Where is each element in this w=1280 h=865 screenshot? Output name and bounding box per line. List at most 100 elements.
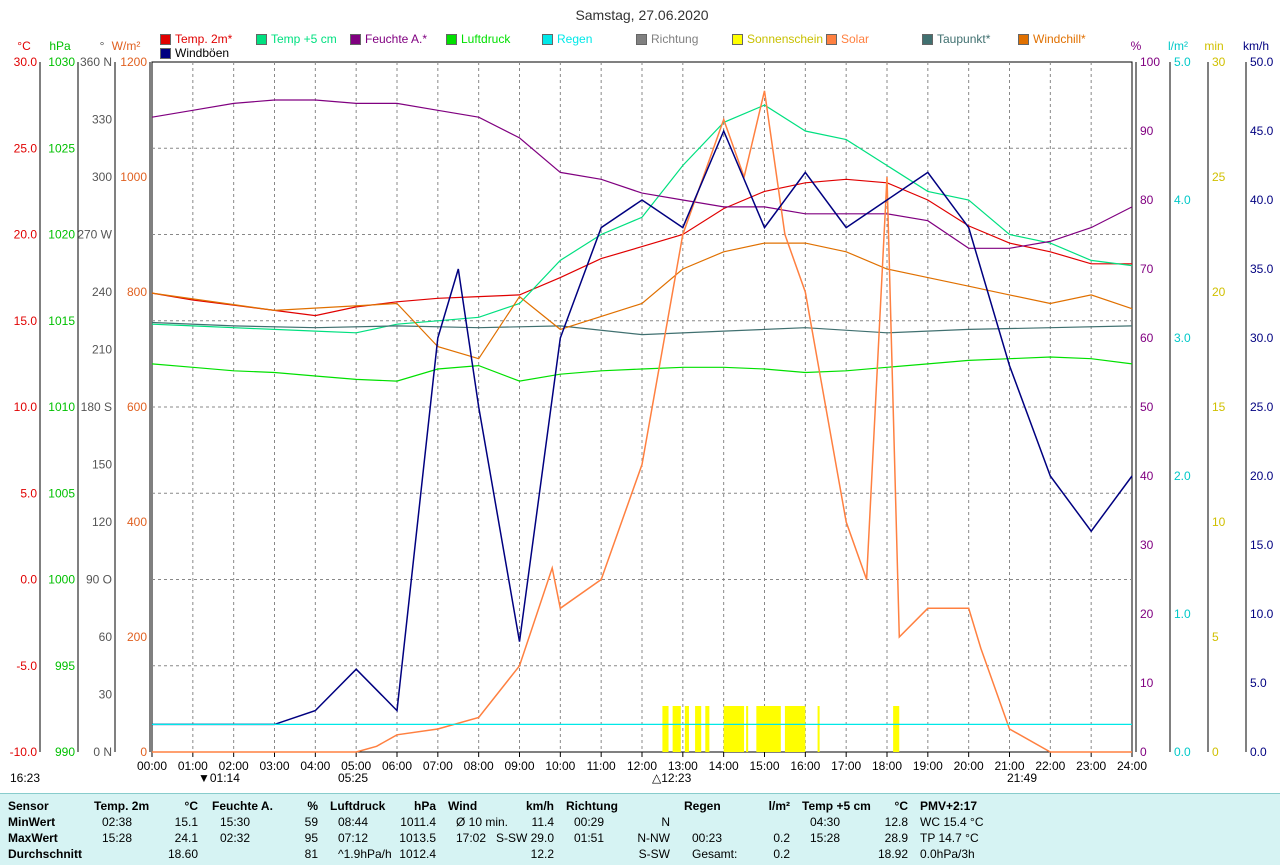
- legend-item: Taupunkt*: [922, 32, 990, 46]
- sunshine-bar: [784, 706, 806, 752]
- stats-row: 17:02 S-SW 29.0: [448, 830, 554, 846]
- time-label: 20:00: [954, 759, 984, 773]
- axis-tick-label: 15.0: [14, 314, 38, 328]
- stats-header: Temp. 2m °C: [94, 798, 198, 814]
- legend-swatch: [922, 33, 933, 45]
- legend-swatch: [256, 33, 267, 45]
- stats-time: 02:38: [102, 815, 133, 829]
- stats-value: 28.9: [884, 831, 908, 845]
- stats-time: 17:02: [456, 831, 487, 845]
- time-label: 11:00: [587, 759, 616, 773]
- axis-tick-label: 0: [140, 745, 147, 759]
- stats-value: 0.2: [773, 847, 790, 861]
- time-label: 24:00: [1117, 759, 1147, 773]
- stats-header: Regen l/m²: [684, 798, 790, 814]
- axis-tick-label: 50: [1140, 400, 1154, 414]
- stats-time: 04:30: [810, 815, 841, 829]
- stats-value: S-SW 29.0: [495, 831, 554, 845]
- axis-tick-label: 0: [1140, 745, 1147, 759]
- axis-tick-label: 30: [1140, 538, 1154, 552]
- stats-value: 0.2: [773, 831, 790, 845]
- stats-header-label: Temp. 2m: [94, 799, 150, 813]
- axis-unit: l/m²: [1168, 39, 1188, 53]
- stats-time: 15:30: [220, 815, 251, 829]
- legend-swatch: [732, 33, 743, 45]
- axis-tick-label: 4.0: [1174, 193, 1191, 207]
- event-label: 16:23: [10, 771, 40, 785]
- stats-column: Sensor MinWert MaxWert Durchschnitt: [8, 798, 88, 862]
- time-label: 05:00: [341, 759, 371, 773]
- stats-header-label: Luftdruck: [330, 799, 386, 813]
- stats-value: 24.1: [174, 831, 198, 845]
- stats-value: 1013.5: [399, 831, 436, 845]
- sunshine-bar: [756, 706, 781, 752]
- axis-tick-label: 25: [1212, 170, 1226, 184]
- series-luftdruck: [151, 356, 1133, 382]
- stats-header: Temp +5 cm °C: [802, 798, 908, 814]
- series-temp-5-cm: [151, 104, 1133, 334]
- stats-header: Sensor: [8, 798, 88, 814]
- series-taupunkt-: [151, 321, 1133, 336]
- axis-tick-label: 600: [127, 400, 147, 414]
- stats-header-label: Richtung: [566, 799, 618, 813]
- stats-value: 15.1: [174, 815, 198, 829]
- axis-unit: km/h: [1243, 39, 1269, 53]
- stats-row: 18.92: [802, 846, 908, 862]
- axis-unit: °C: [17, 39, 31, 53]
- stats-header-label: Wind: [448, 799, 478, 813]
- stats-time: Gesamt:: [692, 847, 738, 861]
- stats-column: PMV+2:17 WC 15.4 °C TP 14.7 °C 0.0hPa/3h: [920, 798, 1030, 862]
- stats-time: [212, 847, 220, 861]
- axis-tick-label: 15.0: [1250, 538, 1274, 552]
- legend-swatch: [826, 33, 837, 45]
- stats-row: S-SW: [566, 846, 670, 862]
- stats-header: Richtung: [566, 798, 670, 814]
- series-windb-en: [152, 129, 1133, 726]
- axis-tick-label: 90: [1140, 124, 1154, 138]
- time-label: 04:00: [300, 759, 330, 773]
- stats-row: 12.2: [448, 846, 554, 862]
- stats-row: TP 14.7 °C: [920, 830, 1030, 846]
- axis-tick-label: 10.0: [14, 400, 38, 414]
- stats-row: 00:23 0.2: [684, 830, 790, 846]
- sunshine-bar: [817, 706, 820, 752]
- axis-tick-label: -10.0: [10, 745, 38, 759]
- time-label: 18:00: [872, 759, 902, 773]
- stats-column: Wind km/h Ø 10 min. 11.4 17:02 S-SW 29.0 12.2: [448, 798, 554, 862]
- axis-tick-label: 20.0: [14, 228, 38, 242]
- stats-row: 0.0hPa/3h: [920, 846, 1030, 862]
- legend-item: Sonnenschein: [732, 32, 823, 46]
- stats-value: 11.4: [531, 815, 554, 829]
- time-label: 16:00: [790, 759, 820, 773]
- event-label: ▼01:14: [198, 771, 240, 785]
- series-feuchte-a-: [151, 99, 1133, 249]
- legend-label: Luftdruck: [461, 32, 511, 46]
- stats-header-label: Temp +5 cm: [802, 799, 871, 813]
- stats-header-unit: km/h: [525, 799, 554, 813]
- axis-tick-label: 360 N: [80, 55, 112, 69]
- legend-label: Regen: [557, 32, 593, 46]
- stats-column: Richtung 00:29 N 01:51 N-NW S-SW: [566, 798, 670, 862]
- stats-header-label: Regen: [684, 799, 721, 813]
- axis-unit: min: [1204, 39, 1223, 53]
- legend-item: Feuchte A.*: [350, 32, 427, 46]
- axis-tick-label: 40.0: [1250, 193, 1274, 207]
- stats-column: Regen l/m² 00:23 0.2 Gesamt: 0.2: [684, 798, 790, 862]
- legend-item: Windböen: [160, 46, 229, 60]
- stats-header-label: PMV+2:17: [920, 799, 978, 813]
- stats-time: Ø 10 min.: [456, 815, 509, 829]
- axis-tick-label: 0.0: [1250, 745, 1267, 759]
- stats-header-unit: hPa: [413, 799, 436, 813]
- legend-item: Temp +5 cm: [256, 32, 337, 46]
- sunshine-bar: [705, 706, 710, 752]
- axis-tick-label: 120: [92, 515, 112, 529]
- events-layer: 16:23 ▼01:14 05:25 △12:23 21:49: [10, 771, 1037, 785]
- stats-header-unit: °C: [184, 799, 198, 813]
- sunshine-bar: [893, 706, 900, 752]
- time-label: 07:00: [423, 759, 453, 773]
- stats-column: Temp. 2m °C 02:38 15.1 15:28 24.1 18.60: [94, 798, 198, 862]
- stats-value: 1011.4: [400, 815, 436, 829]
- stats-value: 18.60: [167, 847, 198, 861]
- stats-header-label: Feuchte A.: [212, 799, 273, 813]
- axis-tick-label: 10: [1212, 515, 1226, 529]
